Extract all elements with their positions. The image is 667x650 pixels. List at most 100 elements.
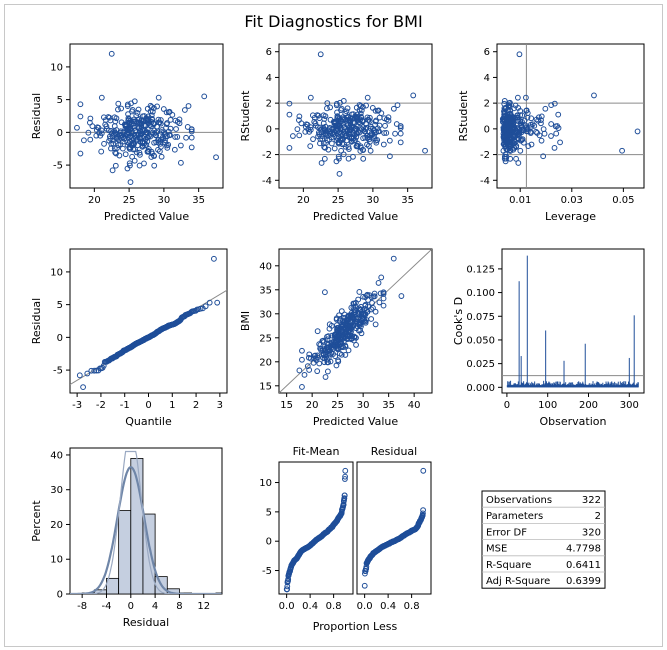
y-tick-label: 5	[266, 507, 272, 518]
data-point	[354, 142, 361, 149]
data-point	[382, 122, 388, 129]
data-point	[136, 162, 143, 169]
data-point	[330, 131, 337, 138]
data-point	[158, 153, 165, 160]
data-point	[114, 136, 121, 142]
data-point	[507, 99, 513, 106]
data-point	[137, 135, 143, 142]
data-point	[307, 94, 314, 101]
y-axis-label: Residual	[30, 93, 43, 139]
plot-frame	[496, 43, 645, 189]
data-point	[373, 139, 380, 146]
data-point	[422, 147, 428, 154]
data-point	[362, 302, 369, 309]
data-point	[372, 118, 379, 125]
y-tick-label: 6	[484, 47, 490, 58]
data-point	[340, 136, 346, 143]
y-tick-label: 5	[57, 300, 63, 311]
data-point	[129, 108, 135, 115]
data-point	[139, 113, 146, 120]
data-point	[334, 335, 341, 342]
data-point	[591, 92, 597, 99]
data-point	[322, 289, 328, 296]
data-point	[397, 130, 404, 137]
data-point	[301, 371, 308, 378]
data-point	[93, 132, 100, 139]
data-point	[115, 106, 121, 113]
plot-frame	[501, 248, 645, 394]
data-point	[176, 116, 183, 123]
x-tick-label: 200	[579, 400, 598, 411]
data-point	[344, 313, 351, 320]
data-point	[81, 137, 87, 144]
data-point	[89, 123, 96, 130]
data-point	[342, 128, 349, 135]
data-point	[548, 102, 555, 109]
data-point	[184, 124, 191, 130]
data-point	[322, 144, 328, 151]
y-tick-label: 10	[50, 267, 63, 278]
histogram-bar	[118, 510, 132, 594]
x-tick-label: -8	[77, 601, 87, 612]
data-point	[294, 126, 301, 133]
x-tick-label: 0.05	[612, 195, 634, 206]
data-point	[393, 121, 400, 127]
data-point	[132, 146, 138, 153]
data-point	[341, 124, 348, 131]
data-point	[527, 130, 534, 136]
data-point	[397, 139, 404, 146]
y-tick-label: -5	[262, 566, 272, 577]
data-point	[363, 102, 369, 109]
data-point	[131, 124, 138, 131]
x-tick-label: 35	[192, 195, 205, 206]
x-tick-label: 300	[620, 400, 639, 411]
data-point	[531, 122, 538, 129]
data-point	[296, 132, 303, 139]
stat-value: 0.6399	[566, 576, 601, 587]
y-tick-label: 10	[259, 478, 272, 489]
y-axis-label: Percent	[30, 500, 43, 542]
data-point	[322, 374, 329, 380]
data-point	[331, 145, 338, 152]
data-point	[371, 135, 378, 141]
data-point	[296, 367, 303, 374]
data-point	[619, 147, 625, 154]
data-point	[134, 109, 141, 116]
data-point	[316, 360, 323, 367]
data-point	[155, 116, 162, 123]
x-tick-label: 30	[367, 195, 380, 206]
data-point	[121, 135, 128, 142]
data-point	[112, 149, 119, 156]
data-point	[76, 372, 83, 379]
data-point	[378, 274, 385, 281]
y-tick-label: -2	[262, 150, 272, 161]
data-point	[372, 321, 379, 328]
x-tick-label: 25	[332, 195, 345, 206]
data-point	[357, 320, 363, 327]
x-tick-label: 0	[128, 601, 134, 612]
stat-label: R-Square	[486, 560, 531, 571]
data-point	[333, 337, 339, 344]
data-point	[98, 130, 105, 137]
data-point	[101, 140, 107, 147]
data-point	[108, 50, 115, 57]
data-point	[353, 104, 360, 111]
data-point	[380, 141, 387, 148]
data-point	[139, 143, 146, 150]
x-tick-label: -3	[72, 400, 82, 411]
data-point	[115, 100, 122, 107]
x-tick-label: 20	[88, 195, 101, 206]
data-point	[306, 367, 313, 373]
panel-header: Fit-Mean	[293, 445, 340, 458]
data-point	[506, 117, 513, 124]
data-point	[369, 104, 376, 111]
y-tick-label: 0.125	[466, 264, 495, 275]
data-point	[507, 155, 514, 162]
data-point	[131, 140, 137, 147]
y-tick-label: 35	[259, 285, 272, 296]
data-point	[368, 316, 375, 322]
data-point	[338, 323, 345, 330]
data-point	[317, 124, 324, 131]
data-point	[74, 124, 80, 131]
data-point	[333, 127, 339, 133]
